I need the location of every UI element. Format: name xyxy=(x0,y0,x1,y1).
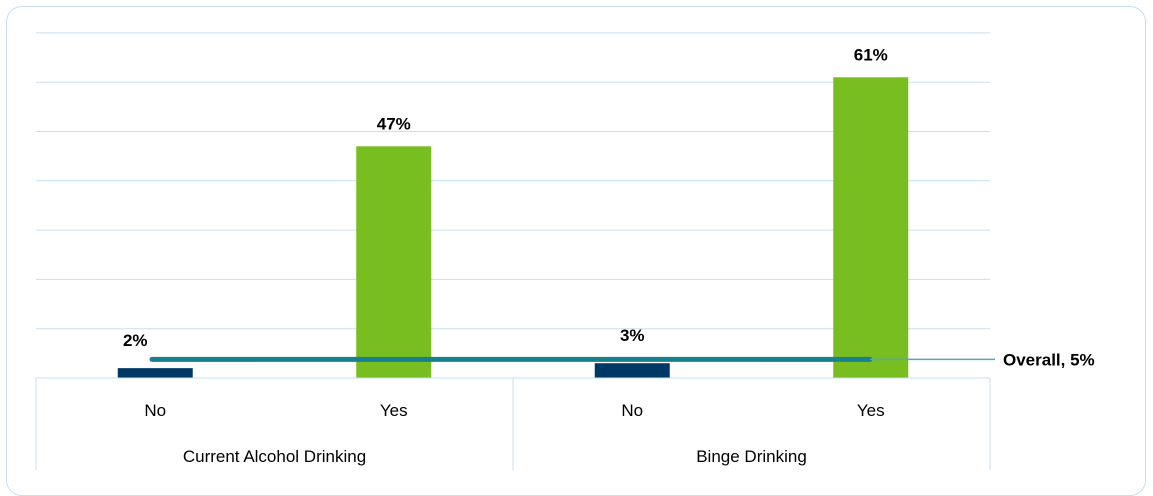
bar-binge-yes xyxy=(833,77,909,379)
category-label: Yes xyxy=(380,401,408,420)
bar-binge-no xyxy=(594,363,670,378)
data-label: 47% xyxy=(377,114,411,133)
group-label: Binge Drinking xyxy=(696,447,807,466)
bar-chart: 2% No 47% Yes Current Alcohol Drinking 3% No 61… xyxy=(35,32,1095,470)
data-label: 2% xyxy=(123,331,148,350)
overall-label: Overall, 5% xyxy=(1003,350,1095,369)
bar-current-no xyxy=(117,368,193,378)
category-label: Yes xyxy=(857,401,885,420)
bar-current-yes xyxy=(356,146,432,378)
data-label: 3% xyxy=(620,326,645,345)
category-label: No xyxy=(621,401,643,420)
category-label: No xyxy=(144,401,166,420)
group-label: Current Alcohol Drinking xyxy=(183,447,366,466)
data-label: 61% xyxy=(854,45,888,64)
